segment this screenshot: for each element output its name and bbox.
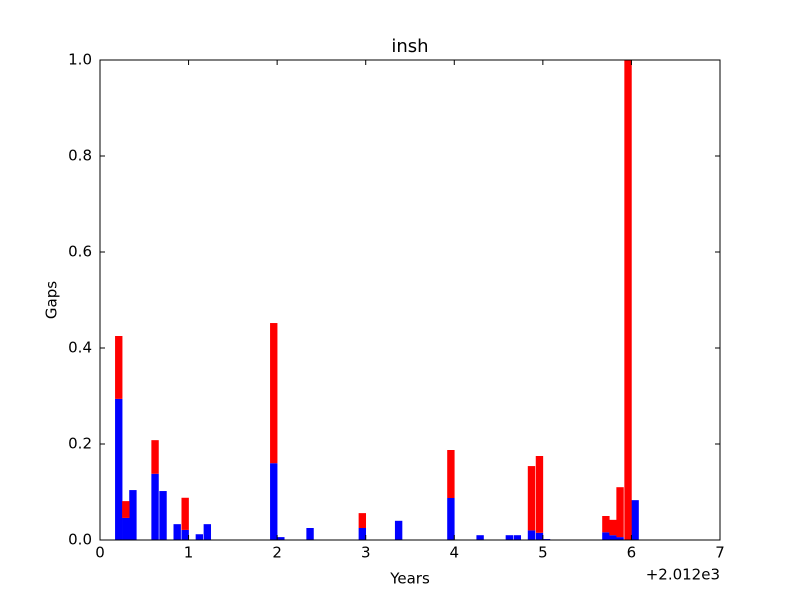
bar-segment [616, 487, 624, 538]
x-tick-label: 7 [715, 544, 725, 562]
y-tick-label: 0.4 [68, 339, 92, 357]
x-tick-label: 5 [538, 544, 548, 562]
x-tick-label: 3 [361, 544, 371, 562]
y-tick-label: 0.0 [68, 531, 92, 549]
bar-segment [447, 450, 455, 498]
bar-segment [505, 535, 514, 540]
bar-segment [151, 440, 159, 474]
bar-segment [447, 498, 455, 540]
plot-frame [99, 59, 721, 541]
bar-segment [394, 520, 403, 540]
bar-segment [270, 463, 278, 540]
y-tick-label: 0.2 [68, 435, 92, 453]
bar-segment [476, 535, 484, 540]
bar-segment [195, 534, 204, 540]
bar-segment [527, 466, 536, 531]
bar-segment [270, 323, 278, 464]
chart-title: insh [391, 36, 428, 57]
y-tick-label: 1.0 [68, 51, 92, 69]
x-axis-label: Years [389, 570, 430, 588]
bar-segment [181, 529, 189, 540]
bar-segment [358, 528, 367, 540]
bar-segment [609, 535, 617, 540]
bar-segment [129, 490, 137, 540]
bar-segment [616, 537, 624, 540]
bar-segment [535, 532, 544, 540]
bar-segment [358, 513, 367, 528]
bar-segment [609, 519, 617, 536]
bar-segment [122, 501, 130, 518]
bar-segment [513, 535, 522, 540]
bar-segment [151, 473, 159, 540]
bar-segment [602, 532, 610, 540]
bar-segment [306, 528, 314, 540]
x-tick-label: 0 [95, 544, 105, 562]
bar-segment [527, 530, 536, 540]
x-tick-label: 4 [450, 544, 460, 562]
x-tick-label: 1 [184, 544, 194, 562]
bar-segment [159, 491, 167, 540]
bar-segment [602, 516, 610, 533]
bar-segment [203, 524, 212, 540]
bar-segment [181, 497, 189, 530]
bar-segment [115, 398, 123, 540]
bar-segment [173, 524, 181, 540]
y-tick-label: 0.6 [68, 243, 92, 261]
y-axis-label: Gaps [43, 281, 61, 319]
y-tick-label: 0.8 [68, 147, 92, 165]
bar-segment [535, 456, 544, 533]
x-tick-label: 6 [627, 544, 637, 562]
bar-segment [631, 500, 639, 540]
bar-segment [624, 60, 632, 540]
x-tick-label: 2 [272, 544, 282, 562]
bar-segment [122, 517, 130, 540]
bar-segment [115, 336, 123, 399]
x-offset-label: +2.012e3 [646, 566, 720, 584]
bar-segment [277, 537, 285, 540]
